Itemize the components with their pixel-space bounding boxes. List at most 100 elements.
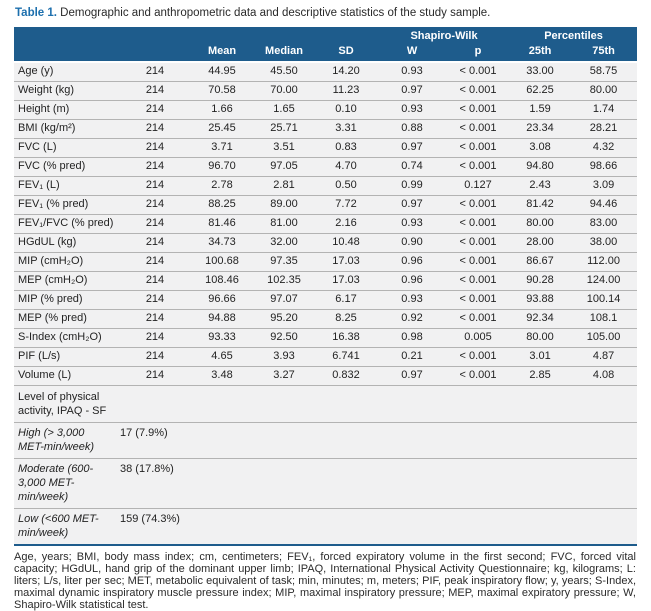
cell-median: 102.35 (254, 271, 314, 291)
cell-p75: 38.00 (570, 233, 638, 253)
category-value: 38 (17.8%) (120, 458, 638, 509)
data-row: FEV₁ (L) 214 2.78 2.81 0.50 0.99 0.127 2.43 3.09 (14, 176, 638, 196)
cell-n: 214 (120, 328, 190, 348)
cell-param: MEP (% pred) (14, 309, 120, 329)
cell-sd: 6.17 (314, 290, 379, 310)
cell-p75: 124.00 (570, 271, 638, 291)
cell-n: 214 (120, 252, 190, 272)
cell-w: 0.97 (378, 81, 447, 101)
cell-param: FEV₁ (L) (14, 176, 120, 196)
cell-p75: 4.32 (570, 138, 638, 158)
category-value: 17 (7.9%) (120, 422, 638, 459)
cell-median: 3.51 (254, 138, 314, 158)
cell-n: 214 (120, 214, 190, 234)
cell-n: 214 (120, 309, 190, 329)
data-row: MEP (cmH₂O) 214 108.46 102.35 17.03 0.96 < 0.0… (14, 271, 638, 291)
cell-p25: 1.59 (510, 100, 571, 120)
cell-sd: 6.741 (314, 347, 379, 367)
cell-param: FEV₁/FVC (% pred) (14, 214, 120, 234)
cell-median: 32.00 (254, 233, 314, 253)
table-header: Shapiro-Wilk Percentiles Mean Median SD … (14, 27, 638, 63)
cell-w: 0.99 (378, 176, 447, 196)
column-header-n (120, 44, 190, 63)
data-row: HGdUL (kg) 214 34.73 32.00 10.48 0.90 < 0.001 2… (14, 233, 638, 253)
cell-mean: 93.33 (190, 328, 254, 348)
cell-w: 0.97 (378, 195, 447, 215)
data-row: MIP (cmH₂O) 214 100.68 97.35 17.03 0.96 < 0.00… (14, 252, 638, 272)
column-header-w: W (378, 44, 447, 63)
cell-p75: 28.21 (570, 119, 638, 139)
data-row: MIP (% pred) 214 96.66 97.07 6.17 0.93 < 0.001… (14, 290, 638, 310)
cell-mean: 96.70 (190, 157, 254, 177)
cell-p75: 98.66 (570, 157, 638, 177)
category-row: Low (<600 MET-min/week) 159 (74.3%) (14, 508, 638, 546)
group-header-row: Shapiro-Wilk Percentiles (14, 27, 638, 44)
category-row: Moderate (600-3,000 MET-min/week) 38 (17.… (14, 458, 638, 509)
cell-w: 0.98 (378, 328, 447, 348)
cell-p75: 108.1 (570, 309, 638, 329)
section-row: Level of physical activity, IPAQ - SF (14, 385, 638, 423)
category-value: 159 (74.3%) (120, 508, 638, 546)
cell-n: 214 (120, 195, 190, 215)
cell-median: 3.93 (254, 347, 314, 367)
group-header-percentiles: Percentiles (510, 27, 638, 44)
cell-sd: 17.03 (314, 252, 379, 272)
cell-median: 92.50 (254, 328, 314, 348)
cell-median: 2.81 (254, 176, 314, 196)
cell-sd: 16.38 (314, 328, 379, 348)
cell-n: 214 (120, 271, 190, 291)
column-header-parameter (14, 44, 120, 63)
category-label: Low (<600 MET-min/week) (14, 508, 120, 546)
data-row: BMI (kg/m²) 214 25.45 25.71 3.31 0.88 < 0.001 2… (14, 119, 638, 139)
cell-p25: 3.08 (510, 138, 571, 158)
cell-p: < 0.001 (446, 290, 511, 310)
cell-w: 0.92 (378, 309, 447, 329)
cell-p25: 80.00 (510, 214, 571, 234)
data-row: Volume (L) 214 3.48 3.27 0.832 0.97 < 0.001 2.8… (14, 366, 638, 386)
cell-p: 0.127 (446, 176, 511, 196)
cell-p25: 94.80 (510, 157, 571, 177)
data-row: S-Index (cmH₂O) 214 93.33 92.50 16.38 0.98 0.0… (14, 328, 638, 348)
data-row: Age (y) 214 44.95 45.50 14.20 0.93 < 0.001 33.0… (14, 62, 638, 82)
cell-median: 3.27 (254, 366, 314, 386)
column-header-p: p (446, 44, 511, 63)
cell-n: 214 (120, 81, 190, 101)
cell-p75: 80.00 (570, 81, 638, 101)
cell-p75: 105.00 (570, 328, 638, 348)
cell-p: < 0.001 (446, 252, 511, 272)
category-label: High (> 3,000 MET-min/week) (14, 422, 120, 459)
cell-n: 214 (120, 366, 190, 386)
cell-w: 0.90 (378, 233, 447, 253)
cell-mean: 70.58 (190, 81, 254, 101)
cell-median: 97.35 (254, 252, 314, 272)
cell-sd: 3.31 (314, 119, 379, 139)
cell-p25: 3.01 (510, 347, 571, 367)
column-header-25th: 25th (510, 44, 571, 63)
cell-mean: 2.78 (190, 176, 254, 196)
cell-sd: 14.20 (314, 62, 379, 82)
cell-median: 81.00 (254, 214, 314, 234)
cell-p: < 0.001 (446, 119, 511, 139)
cell-sd: 11.23 (314, 81, 379, 101)
cell-sd: 0.832 (314, 366, 379, 386)
cell-p: < 0.001 (446, 309, 511, 329)
cell-n: 214 (120, 119, 190, 139)
cell-median: 25.71 (254, 119, 314, 139)
cell-p75: 112.00 (570, 252, 638, 272)
cell-mean: 25.45 (190, 119, 254, 139)
cell-p75: 94.46 (570, 195, 638, 215)
cell-p75: 4.08 (570, 366, 638, 386)
column-header-median: Median (254, 44, 314, 63)
cell-param: PIF (L/s) (14, 347, 120, 367)
table-body: Age (y) 214 44.95 45.50 14.20 0.93 < 0.001 33.0… (14, 62, 638, 546)
cell-mean: 100.68 (190, 252, 254, 272)
cell-median: 95.20 (254, 309, 314, 329)
cell-p25: 93.88 (510, 290, 571, 310)
cell-param: MEP (cmH₂O) (14, 271, 120, 291)
cell-w: 0.97 (378, 366, 447, 386)
column-header-sd: SD (314, 44, 379, 63)
table-caption: Table 1. Demographic and anthropometric … (15, 7, 637, 20)
cell-mean: 3.48 (190, 366, 254, 386)
data-row: Height (m) 214 1.66 1.65 0.10 0.93 < 0.001 1.59… (14, 100, 638, 120)
